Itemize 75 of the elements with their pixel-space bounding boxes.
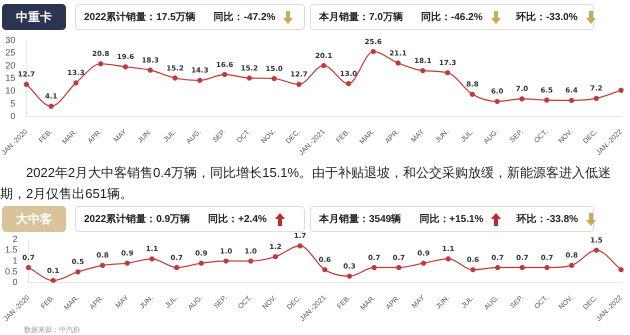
chart-title: 中重卡: [2, 4, 66, 30]
point: [98, 61, 104, 66]
point: [420, 260, 426, 266]
point: [520, 264, 525, 270]
point: [222, 72, 228, 78]
point: [372, 264, 377, 270]
y-tick-label: 10: [5, 86, 16, 96]
text: 同比：-46.2%: [420, 10, 483, 24]
point: [100, 262, 106, 268]
text: 同比：-47.2%: [214, 10, 276, 24]
point: [198, 260, 204, 266]
y-tick-label: 0: [12, 277, 18, 288]
point: [148, 68, 153, 73]
point: [223, 258, 229, 264]
point: [248, 258, 254, 264]
point: [370, 48, 376, 54]
text: 2022累计销量：17.5万辆: [84, 10, 196, 24]
point: [149, 256, 155, 262]
point: [321, 62, 326, 68]
point: [396, 264, 402, 270]
y-tick-label: 1.5: [4, 244, 18, 255]
point: [618, 88, 624, 93]
y-tick-label: 0.5: [4, 266, 18, 276]
text: 2022年2月大中客销售0.4万辆，同比增长15.1%。由于补贴退坡，和公交采购放缓，新能源客进入低迷期，2月仅售出651辆。: [0, 164, 612, 203]
point: [122, 64, 128, 70]
point: [346, 81, 352, 86]
text: 同比：+15.1%: [419, 212, 484, 226]
point: [272, 254, 278, 260]
point: [296, 82, 302, 87]
point: [322, 267, 328, 272]
point: [544, 264, 550, 270]
point: [445, 70, 450, 76]
point: [174, 264, 180, 270]
point: [395, 60, 401, 66]
point: [594, 248, 599, 253]
point: [272, 76, 277, 82]
y-tick-label: 5: [10, 98, 16, 108]
point: [569, 262, 574, 268]
y-tick-label: 30: [5, 34, 16, 45]
point: [519, 96, 525, 102]
point: [297, 243, 303, 248]
chart-title: 大中客: [2, 206, 66, 232]
text: 本月销量：3549辆: [319, 212, 402, 226]
y-tick-label: 2: [12, 234, 18, 244]
y-tick-label: 20: [5, 60, 16, 70]
text: 同比：+2.4%: [208, 212, 267, 226]
text: 环比：-33.8%: [516, 212, 578, 226]
point: [420, 68, 426, 74]
point: [470, 92, 475, 97]
y-tick-label: 1: [12, 256, 18, 266]
point: [470, 267, 476, 272]
point: [73, 80, 79, 86]
point: [197, 78, 202, 83]
point: [50, 278, 56, 283]
text: 环比：-33.0%: [516, 10, 578, 24]
y-tick-label: 15: [5, 73, 16, 84]
point: [246, 75, 252, 81]
point: [544, 98, 550, 103]
point: [594, 96, 599, 101]
point: [24, 82, 29, 87]
point: [568, 98, 574, 104]
y-tick-label: 0: [10, 111, 16, 122]
point: [495, 264, 500, 270]
point: [124, 260, 130, 266]
point: [618, 267, 624, 272]
text: 2022累计销量：0.9万辆: [84, 212, 190, 226]
point: [494, 98, 500, 104]
point: [26, 264, 32, 270]
y-tick-label: 25: [5, 48, 16, 58]
point: [446, 256, 451, 262]
point: [346, 274, 352, 279]
point: [48, 104, 54, 109]
point: [75, 269, 80, 274]
point: [172, 75, 178, 81]
text: 本月销量：7.0万辆: [319, 10, 403, 24]
